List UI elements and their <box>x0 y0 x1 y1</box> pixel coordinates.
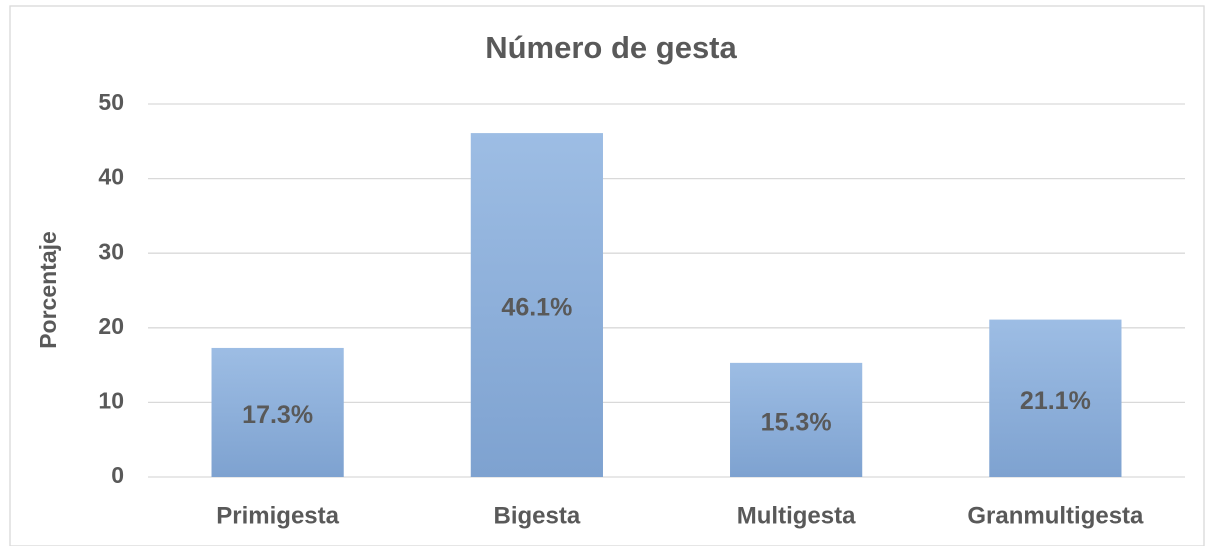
bar <box>989 319 1122 477</box>
bar <box>470 133 603 477</box>
y-tick-label: 0 <box>111 462 124 488</box>
data-label: 15.3% <box>761 409 832 437</box>
y-tick-label: 30 <box>98 238 124 264</box>
x-tick-label: Granmultigesta <box>967 502 1144 529</box>
y-tick-label: 40 <box>98 164 124 190</box>
data-label: 17.3% <box>242 401 313 429</box>
x-tick-label: Bigesta <box>494 502 581 529</box>
chart-title: Número de gesta <box>485 30 737 65</box>
chart-frame <box>9 5 1205 546</box>
y-tick-label: 50 <box>98 89 124 115</box>
x-tick-label: Multigesta <box>737 502 856 529</box>
bar <box>211 347 344 477</box>
x-tick-label: Primigesta <box>216 502 339 529</box>
data-label: 46.1% <box>501 294 572 322</box>
data-label: 21.1% <box>1020 387 1091 415</box>
y-tick-label: 10 <box>98 387 124 413</box>
y-axis-label: Porcentaje <box>35 231 61 349</box>
bar <box>730 362 863 477</box>
y-tick-label: 20 <box>98 313 124 339</box>
